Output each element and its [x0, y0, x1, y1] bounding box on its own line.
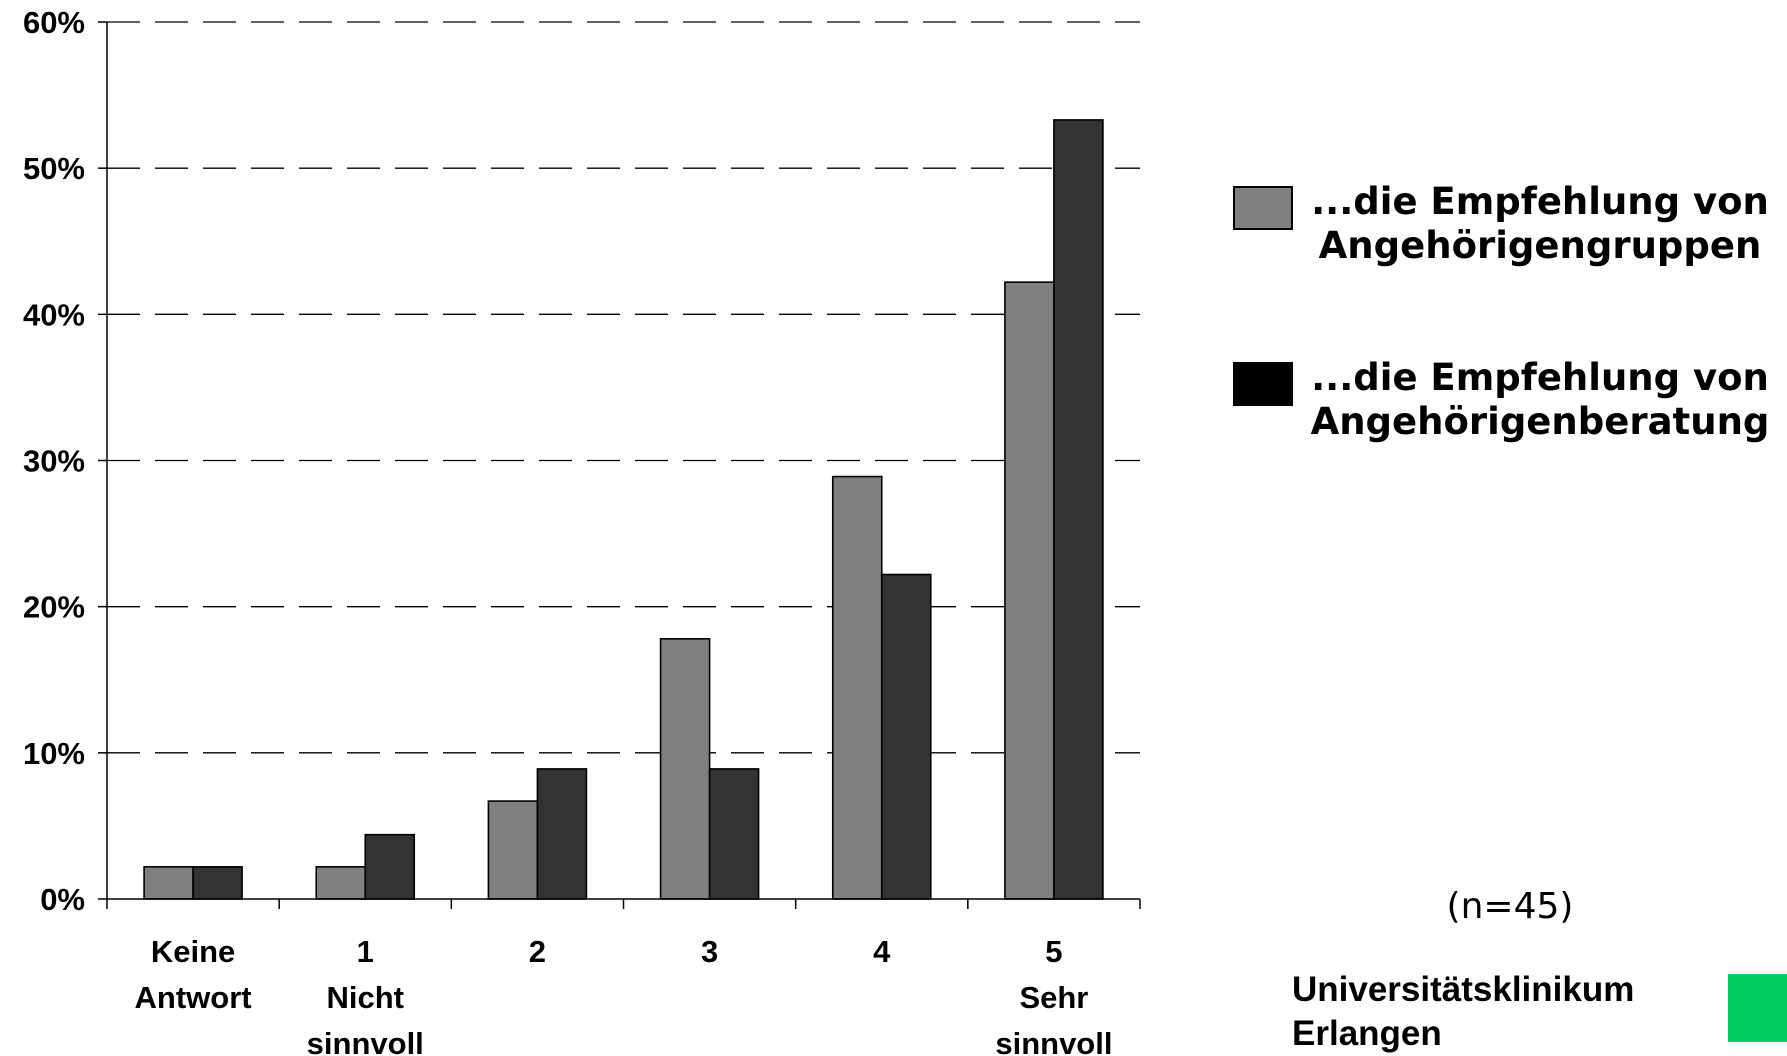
- y-tick-label: 50%: [23, 151, 85, 186]
- legend-swatch-series-1: [1233, 186, 1293, 230]
- y-tick-label: 20%: [23, 590, 85, 625]
- x-category-label: 1 Nicht sinnvoll: [307, 934, 424, 1056]
- x-category-label: 5 Sehr sinnvoll: [995, 934, 1112, 1056]
- y-tick-label: 60%: [23, 5, 85, 40]
- legend-label-line: ...die Empfehlung von: [1311, 356, 1769, 399]
- y-tick-label: 10%: [23, 736, 85, 771]
- x-category-label-line: sinnvoll: [307, 1026, 424, 1056]
- bar-series-1: [487, 800, 539, 900]
- legend-label-line: Angehörigenberatung: [1310, 400, 1770, 443]
- x-category-label: 2: [529, 934, 546, 969]
- x-category-label-line: Keine: [151, 934, 235, 969]
- bar-series-1: [143, 866, 194, 900]
- bar-series-1: [831, 475, 883, 900]
- institution-name: Universitätsklinikum Erlangen: [1292, 968, 1634, 1056]
- legend-item-series-2: ...die Empfehlung von Angehörigenberatun…: [1230, 356, 1770, 466]
- sample-size-note: (n=45): [1446, 886, 1574, 927]
- y-tick-label: 40%: [23, 297, 85, 332]
- institution-line: Universitätsklinikum: [1292, 970, 1635, 1009]
- legend-swatch-series-2: [1233, 362, 1293, 406]
- axes: [98, 21, 1141, 909]
- grid-lines: [107, 21, 1140, 754]
- legend-label-series-1: ...die Empfehlung von Angehörigengruppen: [1310, 180, 1770, 268]
- x-category-label-line: Antwort: [135, 980, 252, 1015]
- x-category-label-line: 5: [1045, 934, 1062, 969]
- y-tick-label: 30%: [23, 444, 85, 479]
- y-tick-labels: 0% 10% 20% 30% 40% 50% 60%: [23, 5, 85, 917]
- bar-series-1: [659, 638, 711, 900]
- legend-label-series-2: ...die Empfehlung von Angehörigenberatun…: [1310, 356, 1770, 444]
- y-tick-label: 0%: [40, 882, 85, 917]
- x-category-label-line: 3: [701, 934, 718, 969]
- bar-series-2: [364, 833, 416, 900]
- bars: [143, 119, 1104, 900]
- bar-series-1: [315, 866, 367, 900]
- legend-label-line: Angehörigengruppen: [1318, 224, 1762, 267]
- bar-series-2: [880, 573, 932, 900]
- x-category-label-line: 4: [873, 934, 891, 969]
- x-category-label-line: Sehr: [1019, 980, 1088, 1015]
- x-category-label: 4: [873, 934, 891, 969]
- legend: ...die Empfehlung von Angehörigengruppen…: [1230, 180, 1770, 532]
- institution-line: Erlangen: [1292, 1014, 1442, 1053]
- bar-series-2: [1053, 119, 1104, 900]
- x-category-label: 3: [701, 934, 718, 969]
- x-category-labels: Keine Antwort 1 Nicht sinnvoll 2 3 4 5 Sehr sinnvo…: [135, 934, 1113, 1056]
- x-category-label-line: 2: [529, 934, 546, 969]
- x-category-label-line: 1: [357, 934, 374, 969]
- bar-series-2: [192, 866, 243, 900]
- x-category-label: Keine Antwort: [135, 934, 252, 1015]
- legend-label-line: ...die Empfehlung von: [1311, 180, 1769, 223]
- x-category-label-line: sinnvoll: [995, 1026, 1112, 1056]
- bar-series-1: [1004, 281, 1055, 900]
- institution-logo-square: [1728, 974, 1787, 1042]
- x-category-label-line: Nicht: [327, 980, 405, 1015]
- bar-series-2: [708, 768, 760, 900]
- bar-series-2: [536, 768, 588, 900]
- legend-item-series-1: ...die Empfehlung von Angehörigengruppen: [1230, 180, 1770, 290]
